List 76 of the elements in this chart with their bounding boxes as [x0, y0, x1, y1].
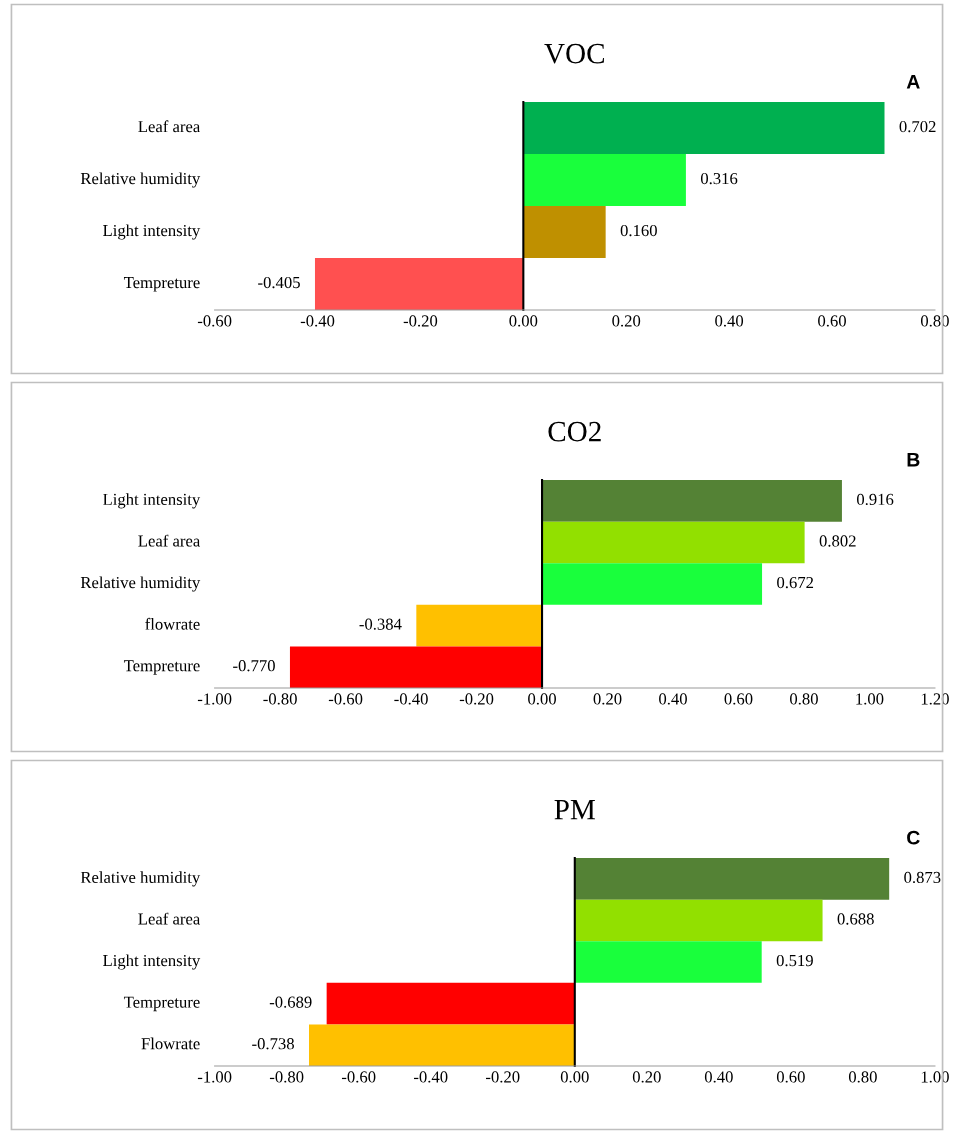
x-tick-label: -0.20	[459, 693, 494, 705]
x-tick-label: -0.60	[197, 315, 232, 327]
data-label: 0.672	[777, 576, 814, 589]
data-label: -0.689	[269, 996, 312, 1008]
x-tick-label: 0.60	[818, 315, 846, 327]
x-tick-label: 0.00	[560, 1071, 589, 1083]
x-tick-label: 0.60	[724, 693, 753, 705]
y-tick-label: Relative humidity	[80, 172, 201, 188]
bar	[574, 941, 762, 983]
chart-title: PM	[554, 800, 596, 820]
x-tick-label: -0.40	[413, 1071, 448, 1083]
bar	[523, 154, 686, 207]
bar	[523, 102, 885, 155]
bar	[542, 563, 763, 605]
x-tick-label: 0.20	[593, 693, 622, 705]
bar	[542, 521, 805, 564]
x-tick-label: 1.00	[856, 693, 884, 705]
y-tick-label: Tempreture	[123, 277, 200, 292]
x-tick-label: -0.60	[341, 1071, 376, 1083]
text: C	[907, 830, 920, 845]
data-label: -0.384	[359, 618, 402, 630]
y-tick-label: Flowrate	[141, 1037, 200, 1050]
chart-title: VOC	[544, 43, 604, 64]
y-tick-label: Light intensity	[103, 224, 201, 240]
x-tick-label: -0.60	[328, 693, 363, 705]
bar	[523, 206, 606, 258]
x-tick-label: -0.20	[403, 315, 438, 327]
y-tick-label: Leaf area	[138, 534, 201, 547]
bar	[574, 858, 890, 900]
x-tick-label: -0.80	[269, 1071, 304, 1083]
data-label: -0.738	[252, 1038, 294, 1050]
x-tick-label: 0.60	[776, 1071, 805, 1083]
x-tick-label: 0.40	[704, 1071, 733, 1083]
x-tick-label: -1.00	[197, 693, 232, 705]
y-tick-label: Light intensity	[103, 493, 201, 509]
data-label: 0.802	[819, 535, 856, 547]
bar	[542, 480, 842, 522]
data-label: 0.519	[776, 954, 813, 967]
x-tick-label: 0.00	[528, 693, 556, 705]
data-label: 0.316	[700, 172, 738, 185]
bar	[314, 257, 524, 310]
y-tick-label: Relative humidity	[80, 871, 201, 887]
y-tick-label: Tempreture	[123, 660, 200, 675]
y-tick-label: Relative humidity	[80, 576, 201, 592]
x-tick-label: -0.20	[486, 1071, 520, 1083]
bar	[289, 646, 543, 688]
y-tick-label: Leaf area	[138, 120, 201, 133]
y-tick-label: Tempreture	[123, 996, 200, 1012]
y-tick-label: Leaf area	[138, 912, 201, 925]
data-label: -0.405	[258, 276, 300, 289]
x-tick-label: 0.40	[715, 315, 744, 327]
data-label: 0.873	[904, 871, 941, 884]
data-label: 0.688	[837, 913, 874, 925]
x-tick-label: 0.20	[612, 315, 641, 327]
bar	[574, 899, 823, 942]
x-tick-label: -0.80	[263, 693, 297, 705]
x-tick-label: -1.00	[197, 1071, 232, 1083]
x-tick-label: 0.80	[790, 693, 818, 705]
x-tick-label: 0.00	[509, 315, 538, 327]
x-tick-label: -0.40	[300, 315, 335, 327]
chart-title: CO2	[548, 421, 601, 442]
x-tick-label: 0.80	[848, 1071, 877, 1083]
y-tick-label: flowrate	[145, 617, 200, 630]
bar	[326, 982, 575, 1025]
data-label: -0.770	[233, 660, 275, 672]
data-label: 0.702	[899, 120, 936, 133]
x-tick-label: 0.20	[632, 1071, 661, 1083]
bar	[309, 1024, 575, 1066]
data-label: 0.916	[856, 493, 894, 506]
text: A	[906, 75, 920, 89]
bar	[416, 604, 543, 647]
x-tick-label: -0.40	[394, 693, 428, 705]
data-label: 0.160	[620, 224, 657, 237]
text: B	[907, 453, 920, 467]
x-tick-label: 0.40	[659, 693, 687, 705]
y-tick-label: Light intensity	[103, 954, 201, 970]
